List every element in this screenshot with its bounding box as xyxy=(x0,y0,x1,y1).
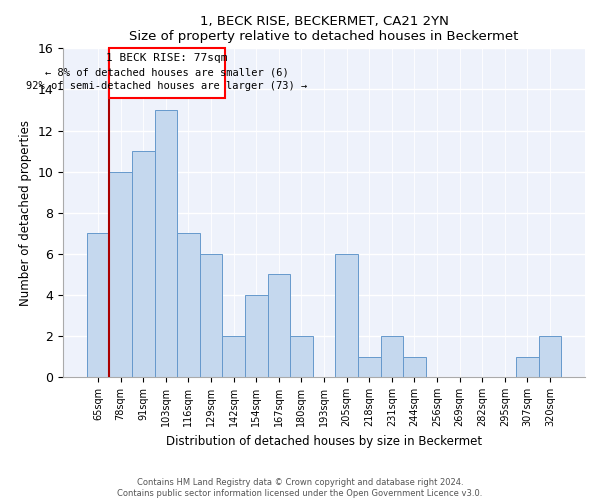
Text: ← 8% of detached houses are smaller (6): ← 8% of detached houses are smaller (6) xyxy=(45,68,289,78)
Bar xyxy=(290,336,313,377)
Bar xyxy=(200,254,223,377)
Text: 1 BECK RISE: 77sqm: 1 BECK RISE: 77sqm xyxy=(106,54,228,64)
Bar xyxy=(87,233,109,377)
Bar xyxy=(223,336,245,377)
Text: 92% of semi-detached houses are larger (73) →: 92% of semi-detached houses are larger (… xyxy=(26,81,308,91)
Bar xyxy=(132,151,155,377)
Bar xyxy=(177,233,200,377)
Bar xyxy=(155,110,177,377)
FancyBboxPatch shape xyxy=(109,48,224,98)
Bar xyxy=(268,274,290,377)
Bar xyxy=(539,336,561,377)
Y-axis label: Number of detached properties: Number of detached properties xyxy=(19,120,32,306)
Bar xyxy=(335,254,358,377)
Text: Contains HM Land Registry data © Crown copyright and database right 2024.
Contai: Contains HM Land Registry data © Crown c… xyxy=(118,478,482,498)
Bar xyxy=(245,295,268,377)
Bar xyxy=(109,172,132,377)
Bar xyxy=(380,336,403,377)
Title: 1, BECK RISE, BECKERMET, CA21 2YN
Size of property relative to detached houses i: 1, BECK RISE, BECKERMET, CA21 2YN Size o… xyxy=(130,15,519,43)
Bar xyxy=(358,356,380,377)
X-axis label: Distribution of detached houses by size in Beckermet: Distribution of detached houses by size … xyxy=(166,434,482,448)
Bar xyxy=(516,356,539,377)
Bar xyxy=(403,356,425,377)
